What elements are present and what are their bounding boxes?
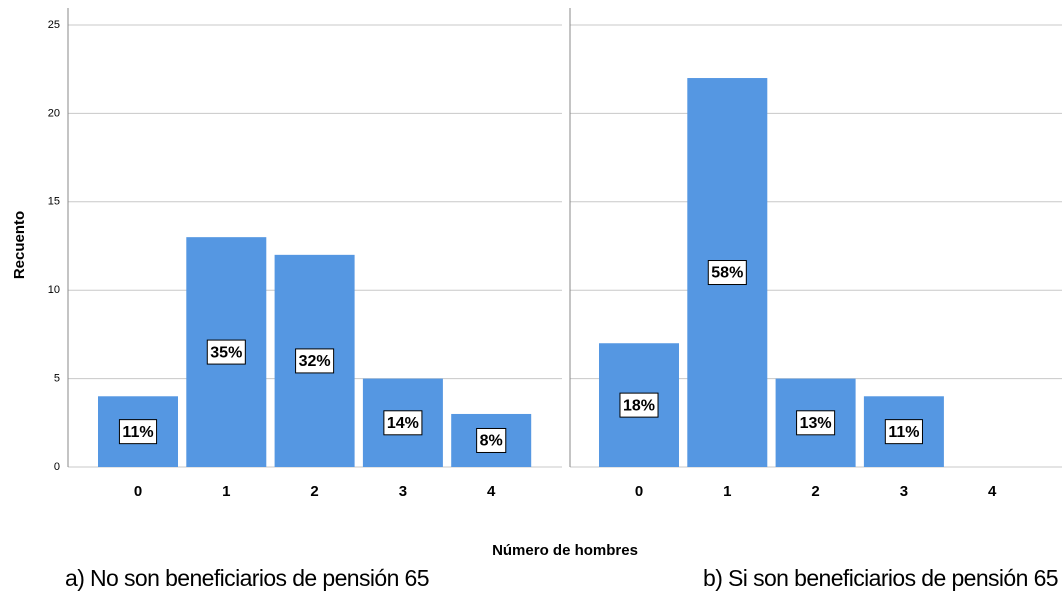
y-tick-label: 25 bbox=[48, 19, 60, 31]
y-tick-label: 0 bbox=[54, 461, 60, 473]
data-label: 18% bbox=[623, 397, 655, 414]
panel-caption: a) No son beneficiarios de pensión 65 bbox=[65, 565, 429, 591]
data-label-box bbox=[884, 419, 923, 445]
y-tick-label: 10 bbox=[48, 284, 60, 296]
x-tick-label: 3 bbox=[900, 483, 908, 500]
x-tick-label: 4 bbox=[988, 483, 997, 500]
data-label: 58% bbox=[711, 265, 743, 282]
data-label-box bbox=[707, 260, 747, 286]
data-label-box bbox=[206, 339, 246, 365]
y-axis-title: Recuento bbox=[11, 211, 28, 279]
data-label-box bbox=[295, 348, 335, 374]
data-label: 11% bbox=[122, 424, 153, 441]
y-tick-label: 15 bbox=[48, 196, 60, 208]
data-label: 13% bbox=[800, 415, 832, 432]
x-tick-label: 1 bbox=[723, 483, 731, 500]
x-tick-label: 4 bbox=[487, 483, 496, 500]
x-tick-label: 2 bbox=[310, 483, 318, 500]
x-axis-title: Número de hombres bbox=[492, 542, 638, 559]
data-label-box bbox=[383, 410, 423, 436]
data-label: 14% bbox=[387, 415, 419, 432]
data-label-box bbox=[796, 410, 836, 436]
data-label-box bbox=[476, 427, 507, 453]
y-tick-label: 20 bbox=[48, 107, 60, 119]
panel-caption: b) Si son beneficiarios de pensión 65 bbox=[703, 565, 1058, 591]
data-label: 11% bbox=[888, 424, 919, 441]
x-tick-label: 0 bbox=[635, 483, 643, 500]
x-tick-label: 0 bbox=[134, 483, 142, 500]
data-label: 8% bbox=[480, 433, 503, 450]
data-label: 32% bbox=[299, 353, 331, 370]
data-label-box bbox=[118, 419, 158, 445]
x-tick-label: 3 bbox=[399, 483, 407, 500]
data-label: 35% bbox=[210, 344, 242, 361]
y-tick-label: 5 bbox=[54, 373, 60, 385]
x-tick-label: 1 bbox=[222, 483, 230, 500]
x-tick-label: 2 bbox=[811, 483, 819, 500]
data-label-box bbox=[619, 392, 659, 418]
